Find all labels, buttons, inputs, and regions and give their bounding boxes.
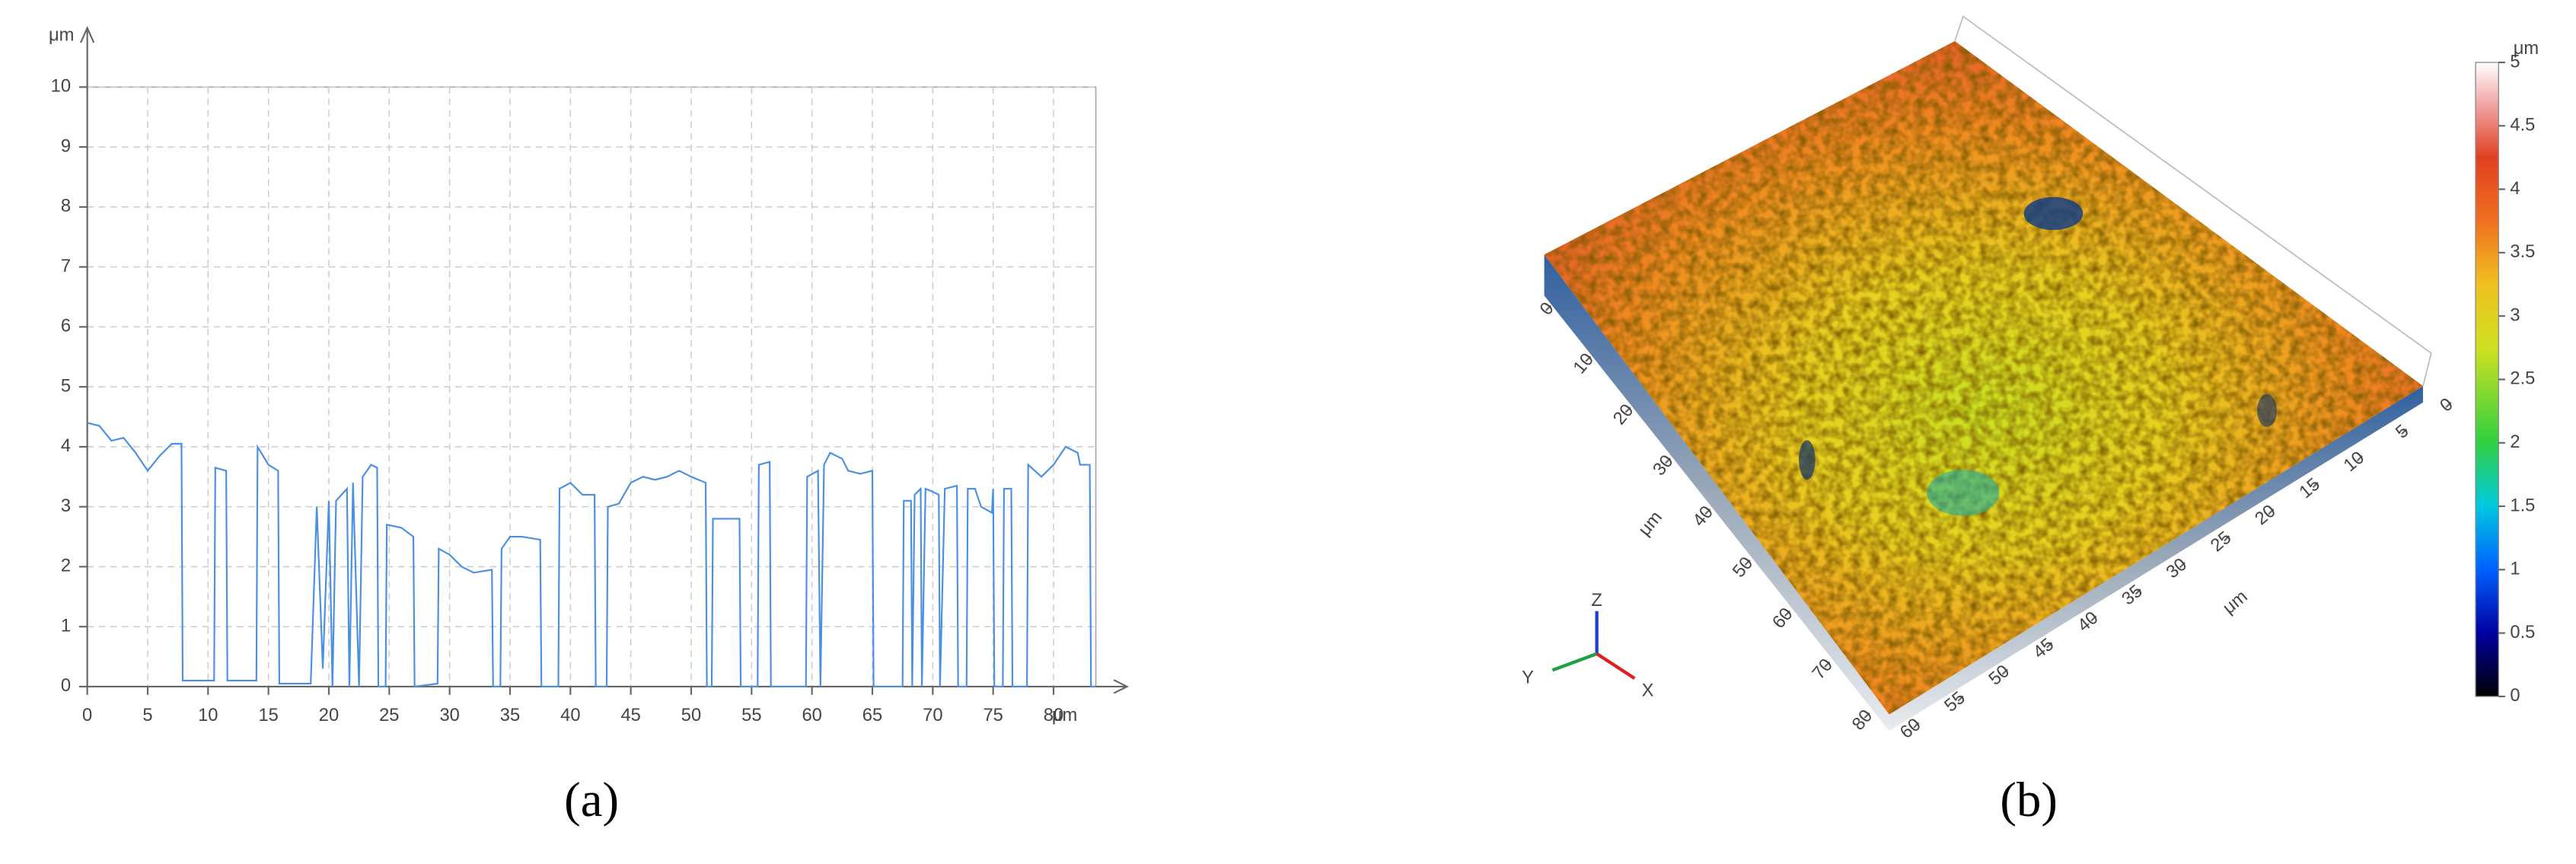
edge-tick: [2445, 401, 2452, 408]
edge-axis-label: μm: [2219, 587, 2251, 618]
surface-texture: [1544, 40, 2424, 715]
x-axis-label: μm: [1052, 706, 1077, 725]
y-tick-label: 3: [61, 496, 71, 516]
colorbar: [2475, 62, 2499, 697]
colorbar-tick-label: 1: [2510, 560, 2520, 579]
y-tick-label: 0: [61, 676, 71, 696]
colorbar-tick-label: 0: [2510, 686, 2520, 706]
x-tick-label: 40: [560, 706, 580, 725]
y-arrow: [80, 26, 95, 43]
y-tick-label: 7: [61, 257, 71, 276]
triad-label: Y: [1522, 668, 1534, 687]
x-tick-label: 70: [923, 706, 942, 725]
edge-tick-label: 15: [2296, 474, 2324, 502]
wall-left: [1544, 254, 1889, 732]
edge-tick: [2046, 642, 2053, 649]
x-tick-label: 55: [741, 706, 761, 725]
pit: [2257, 394, 2277, 428]
x-tick-label: 60: [802, 706, 821, 725]
edge-tick: [1957, 695, 1964, 702]
edge-tick: [1744, 560, 1751, 566]
colorbar-tick-label: 4.5: [2510, 116, 2535, 135]
y-tick-label: 9: [61, 136, 71, 156]
x-tick-label: 25: [379, 706, 399, 725]
colorbar-label: μm: [2514, 39, 2539, 59]
edge-tick: [2090, 615, 2097, 622]
caption: (a): [564, 773, 619, 827]
edge-tick: [1913, 722, 1920, 729]
colorbar-tick-label: 0.5: [2510, 623, 2535, 642]
x-tick-label: 10: [198, 706, 218, 725]
edge-tick: [1664, 458, 1671, 464]
x-tick-label: 15: [258, 706, 278, 725]
colorbar-tick-label: 2: [2510, 432, 2520, 452]
colorbar-tick-label: 5: [2510, 52, 2520, 72]
edge-tick: [2224, 535, 2230, 542]
colorbar-tick-label: 3: [2510, 305, 2520, 325]
edge-tick: [2268, 509, 2275, 515]
caption: (b): [2000, 773, 2057, 827]
x-tick-label: 0: [82, 706, 92, 725]
y-tick-label: 6: [61, 317, 71, 336]
triad-label: X: [1642, 681, 1654, 701]
x-tick-label: 30: [439, 706, 459, 725]
x-tick-label: 5: [142, 706, 152, 725]
edge-tick: [2179, 562, 2185, 569]
edge-tick: [2001, 668, 2008, 675]
edge-tick: [1585, 355, 1592, 362]
x-tick-label: 65: [862, 706, 882, 725]
pit: [2023, 196, 2083, 231]
y-tick-label: 4: [61, 436, 71, 456]
edge-tick-label: 5: [2393, 421, 2413, 442]
edge-tick: [1863, 712, 1870, 719]
wall-right: [1889, 386, 2424, 732]
edge-tick-label: 0: [2437, 394, 2457, 416]
pit: [1799, 440, 1816, 480]
colorbar-tick-label: 4: [2510, 179, 2520, 199]
edge-tick: [2401, 428, 2408, 435]
profile-line: [87, 422, 1096, 688]
pit: [1927, 470, 2000, 516]
edge-tick: [1624, 406, 1631, 413]
edge-tick: [1784, 610, 1790, 617]
x-tick-label: 75: [983, 706, 1003, 725]
x-tick-label: 20: [319, 706, 339, 725]
y-arrow: [1551, 652, 1598, 672]
edge-tick: [2356, 455, 2363, 462]
x-arrow: [1113, 679, 1129, 694]
y-tick-label: 10: [51, 77, 71, 97]
triad-label: Z: [1591, 591, 1602, 611]
y-tick-label: 8: [61, 196, 71, 216]
edge-tick-label: 10: [2340, 448, 2368, 476]
axis-triad: [1551, 611, 1636, 680]
x-arrow: [1596, 652, 1636, 680]
y-axis-label: μm: [49, 26, 74, 46]
y-tick-label: 5: [61, 376, 71, 396]
edge-tick: [1704, 509, 1711, 515]
x-tick-label: 80: [1044, 706, 1063, 725]
colorbar-tick-label: 3.5: [2510, 242, 2535, 262]
y-tick-label: 1: [61, 616, 71, 636]
edge-tick: [1545, 304, 1552, 311]
x-tick-label: 50: [681, 706, 701, 725]
colorbar-tick-label: 2.5: [2510, 369, 2535, 389]
edge-tick: [2312, 482, 2319, 489]
colorbar-tick-label: 1.5: [2510, 496, 2535, 515]
edge-tick-label: 80: [1848, 706, 1876, 735]
edge-axis-label: μm: [1635, 508, 1666, 540]
edge-tick: [1824, 661, 1831, 668]
box-edge: [1954, 15, 2432, 387]
edge-tick: [2134, 588, 2141, 595]
x-tick-label: 45: [620, 706, 640, 725]
surface: [1544, 15, 2432, 732]
y-tick-label: 2: [61, 556, 71, 576]
x-tick-label: 35: [500, 706, 520, 725]
